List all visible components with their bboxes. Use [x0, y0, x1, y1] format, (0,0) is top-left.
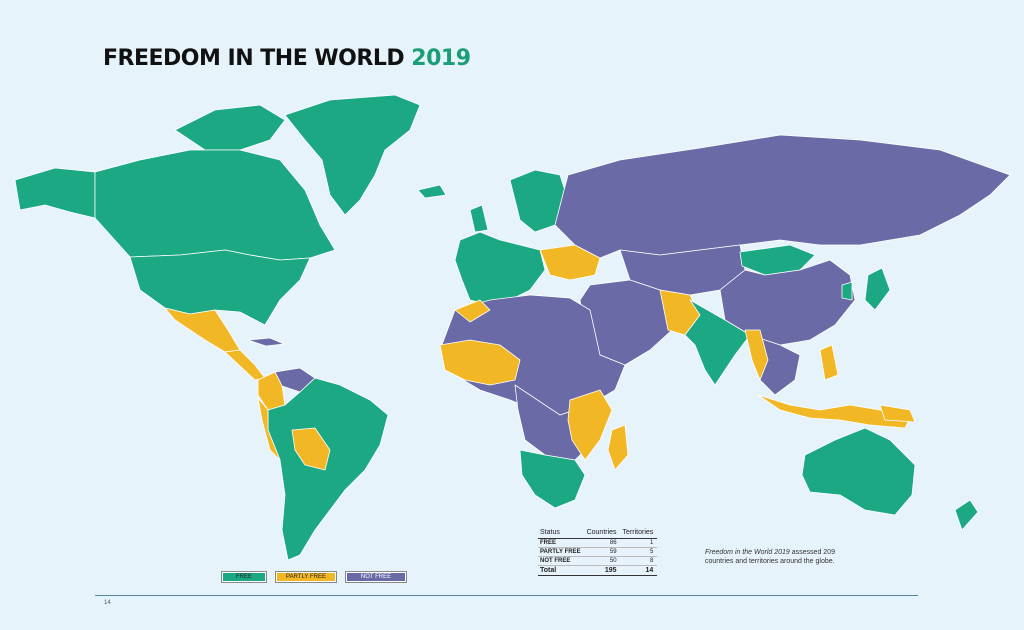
region-greenland	[284, 94, 421, 216]
region-alaska	[14, 167, 96, 219]
total-territories: 14	[620, 565, 658, 576]
region-new-zealand	[954, 499, 979, 531]
region-canada	[94, 149, 336, 261]
region-east-africa	[567, 389, 613, 461]
header-status: Status	[538, 528, 585, 539]
region-west-africa	[439, 339, 521, 386]
region-philippines	[819, 344, 839, 381]
total-label: Total	[538, 565, 585, 576]
row-status: FREE	[538, 538, 585, 548]
note-italic: Freedom in the World 2019	[705, 549, 790, 556]
footer-divider	[95, 595, 918, 596]
header-countries: Countries	[584, 528, 621, 539]
region-arctic-islands	[174, 104, 286, 151]
page-number: 14	[104, 600, 111, 606]
region-russia	[554, 134, 1011, 259]
title-main: FREEDOM IN THE WORLD	[103, 46, 405, 71]
legend-partly-free-swatch: PARTLY FREE	[275, 571, 337, 583]
row-territories: 8	[620, 556, 658, 566]
assessment-note: Freedom in the World 2019 assessed 209 c…	[705, 548, 845, 566]
header-territories: Territories	[620, 528, 658, 539]
row-countries: 59	[584, 547, 621, 557]
row-status: PARTLY FREE	[538, 547, 585, 557]
region-myanmar	[744, 329, 769, 381]
map-title: FREEDOM IN THE WORLD 2019	[103, 46, 471, 71]
legend-not-free-swatch: NOT FREE	[345, 571, 407, 583]
region-uk	[469, 204, 489, 233]
region-madagascar	[607, 424, 629, 471]
row-countries: 50	[584, 556, 621, 566]
region-iceland	[417, 184, 447, 199]
total-countries: 195	[584, 565, 621, 576]
region-japan	[864, 267, 891, 311]
row-territories: 5	[620, 547, 658, 557]
region-south-america	[267, 377, 389, 561]
table-row: NOT FREE 50 8	[538, 556, 658, 566]
table-total-row: Total 195 14	[538, 565, 658, 576]
region-peru	[257, 397, 281, 461]
region-indonesia	[757, 394, 911, 429]
region-cuba	[247, 337, 285, 347]
region-new-guinea	[879, 404, 916, 423]
region-australia	[801, 427, 916, 516]
legend-free-swatch: FREE	[221, 571, 267, 583]
status-table-header: Status Countries Territories	[538, 528, 658, 539]
table-row: PARTLY FREE 59 5	[538, 547, 658, 557]
map-legend: FREE PARTLY FREE NOT FREE	[221, 571, 407, 583]
region-europe-west	[454, 231, 546, 306]
region-morocco	[454, 299, 491, 323]
region-mexico	[164, 307, 241, 353]
region-usa	[129, 249, 311, 326]
row-territories: 1	[620, 538, 658, 548]
note-rest: assessed 209 countries and territories a…	[705, 549, 835, 565]
table-row: FREE 86 1	[538, 538, 658, 548]
row-status: NOT FREE	[538, 556, 585, 566]
region-korea	[841, 281, 853, 301]
title-year: 2019	[411, 46, 471, 71]
row-countries: 86	[584, 538, 621, 548]
region-india	[684, 299, 751, 386]
region-bolivia	[291, 427, 331, 471]
region-southern-africa	[519, 449, 586, 509]
status-table: Status Countries Territories FREE 86 1 P…	[538, 528, 658, 576]
region-central-america	[224, 349, 266, 381]
